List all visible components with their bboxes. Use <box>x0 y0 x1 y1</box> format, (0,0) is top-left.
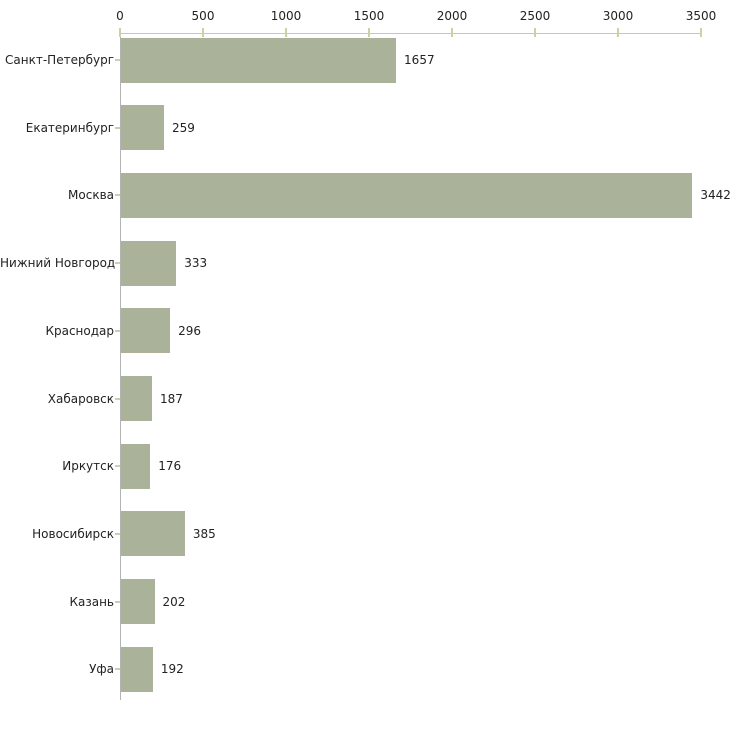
x-tick-mark <box>285 28 287 37</box>
y-tick-mark <box>115 600 120 603</box>
bar <box>121 579 155 625</box>
x-tick-label: 3000 <box>602 9 634 23</box>
x-tick-mark <box>202 28 204 37</box>
bar <box>121 511 185 557</box>
x-axis-line <box>120 33 702 34</box>
y-tick-mark <box>115 465 120 468</box>
bar <box>121 37 397 83</box>
x-tick-label: 2000 <box>436 9 468 23</box>
y-axis-line <box>120 33 121 700</box>
category-label: Краснодар <box>45 323 114 338</box>
bar <box>121 105 164 151</box>
x-tick-label: 500 <box>191 9 215 23</box>
bar-value-label: 333 <box>184 256 208 271</box>
bar <box>121 172 693 218</box>
x-tick-mark <box>700 28 702 37</box>
bar-value-label: 259 <box>171 120 195 135</box>
x-tick-label: 2500 <box>519 9 551 23</box>
x-tick-label: 0 <box>116 9 124 23</box>
bar-value-label: 3442 <box>700 188 730 203</box>
bar-value-label: 187 <box>160 391 183 406</box>
y-tick-mark <box>115 59 120 61</box>
y-tick-mark <box>115 262 120 265</box>
bar-value-label: 192 <box>160 662 184 677</box>
category-label: Хабаровск <box>47 391 114 406</box>
x-tick-mark <box>119 28 121 37</box>
bar-value-label: 176 <box>158 459 182 474</box>
y-tick-mark <box>115 126 120 129</box>
y-tick-mark <box>115 668 120 671</box>
y-tick-mark <box>115 329 120 332</box>
category-label: Казань <box>69 594 114 609</box>
bar <box>121 646 153 692</box>
x-tick-label: 1500 <box>353 9 385 23</box>
x-tick-mark <box>368 28 370 37</box>
bar-value-label: 1657 <box>404 53 435 67</box>
bar <box>121 443 151 489</box>
category-label: Екатеринбург <box>25 120 114 135</box>
category-label: Иркутск <box>62 459 114 474</box>
category-label: Уфа <box>89 662 114 677</box>
y-tick-mark <box>115 194 120 197</box>
category-label: Санкт-Петербург <box>5 53 114 67</box>
category-label: Москва <box>68 188 114 203</box>
category-label: Новосибирск <box>32 526 114 541</box>
x-tick-mark <box>451 28 453 37</box>
bar <box>121 308 171 354</box>
x-tick-label: 1000 <box>270 9 302 23</box>
y-tick-mark <box>115 397 120 400</box>
y-tick-mark <box>115 532 120 535</box>
x-tick-mark <box>617 28 619 37</box>
bar-value-label: 385 <box>192 526 216 541</box>
category-label: Нижний Новгород <box>0 256 116 271</box>
bar <box>121 376 153 421</box>
bar <box>121 240 177 286</box>
x-tick-label: 3500 <box>685 9 717 23</box>
x-tick-mark <box>534 28 536 37</box>
bar-value-label: 296 <box>178 323 202 338</box>
bar-value-label: 202 <box>162 594 186 609</box>
